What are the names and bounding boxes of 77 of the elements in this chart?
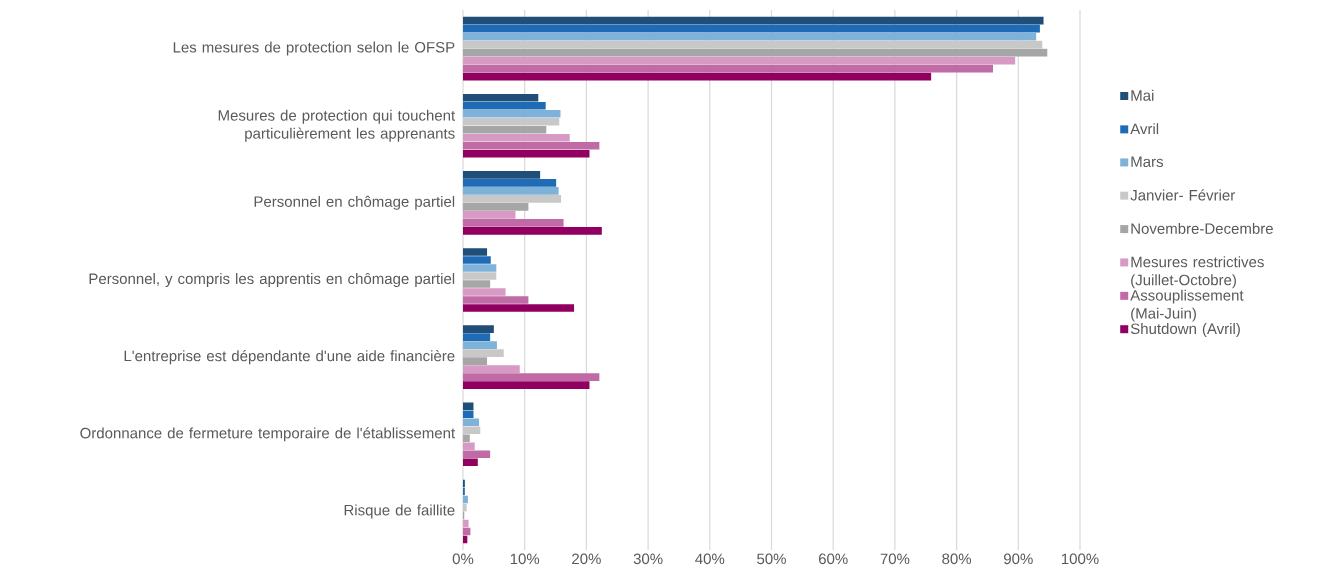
bar xyxy=(463,495,468,504)
bar xyxy=(463,101,546,110)
bar xyxy=(463,72,932,81)
bar xyxy=(463,458,478,467)
x-tick-label: 10% xyxy=(510,553,540,565)
x-tick-label: 40% xyxy=(695,553,725,565)
bar xyxy=(463,195,562,203)
legend-label: Mars xyxy=(1131,156,1163,168)
bar xyxy=(463,109,561,118)
y-tick-label: Les mesures de protection selon le OFSP xyxy=(173,41,455,56)
bar xyxy=(463,381,590,389)
bar xyxy=(463,48,1048,57)
y-tick-label: L'entreprise est dépendante d'une aide financière xyxy=(124,350,455,365)
legend-label: Mesures restrictives (Juillet-Octobre) xyxy=(1131,256,1264,289)
legend-label: Shutdown (Avril) xyxy=(1130,323,1240,337)
bar xyxy=(463,288,506,296)
bar xyxy=(463,179,557,187)
bar xyxy=(463,133,570,142)
bar xyxy=(463,125,547,134)
x-tick-label: 30% xyxy=(633,553,663,565)
bar xyxy=(463,325,494,333)
legend-label: Assouplissement (Mai-Juin) xyxy=(1130,289,1244,322)
y-tick-label: Personnel, y compris les apprentis en chômage partiel xyxy=(89,273,455,288)
x-tick-label: 60% xyxy=(818,553,848,565)
bar xyxy=(463,272,497,280)
legend-label: Janvier- Février xyxy=(1130,189,1235,201)
bar xyxy=(463,16,1044,25)
x-tick-label: 90% xyxy=(1004,553,1033,565)
bar xyxy=(463,256,491,264)
bar xyxy=(463,418,480,427)
bar xyxy=(463,93,539,102)
bar xyxy=(463,211,516,219)
x-tick-label: 0% xyxy=(452,553,474,565)
bar xyxy=(463,304,575,312)
bar xyxy=(463,349,504,357)
bar xyxy=(463,117,560,126)
bar xyxy=(463,227,602,235)
bar xyxy=(463,32,1037,41)
x-tick-label: 20% xyxy=(572,553,601,565)
bar xyxy=(463,141,600,150)
bar xyxy=(463,357,488,365)
bar xyxy=(463,280,491,288)
x-tick-label: 100% xyxy=(1061,553,1099,565)
x-tick-label: 50% xyxy=(757,553,786,565)
bar xyxy=(463,442,475,451)
bar xyxy=(463,450,491,459)
x-tick-label: 70% xyxy=(880,553,910,565)
bar xyxy=(463,187,559,195)
bar xyxy=(463,203,529,211)
bar xyxy=(463,410,474,419)
legend-label: Mai xyxy=(1131,89,1154,101)
bar xyxy=(463,64,994,73)
bar xyxy=(463,40,1043,49)
bar xyxy=(463,373,600,381)
bar xyxy=(463,171,541,179)
y-tick-label: Ordonnance de fermeture temporaire de l'établissement xyxy=(80,427,456,442)
bar xyxy=(463,296,529,304)
bar xyxy=(463,149,590,158)
y-tick-label: Personnel en chômage partiel xyxy=(254,195,455,210)
bar xyxy=(463,219,564,227)
legend-label: Novembre-Decembre xyxy=(1131,222,1273,234)
bar xyxy=(463,341,497,349)
bar xyxy=(463,365,520,373)
x-tick-label: 80% xyxy=(942,553,972,565)
bar xyxy=(463,503,467,512)
y-tick-label: Risque de faillite xyxy=(344,504,455,519)
bar xyxy=(463,434,470,443)
y-tick-label: Mesures de protection qui touchent particulièrement les apprenants xyxy=(218,109,456,142)
bar xyxy=(463,56,1016,65)
bar xyxy=(463,333,491,341)
legend-label: Avril xyxy=(1130,123,1159,135)
bar xyxy=(463,426,481,435)
bar xyxy=(463,24,1040,33)
bar xyxy=(463,264,497,272)
bar xyxy=(463,248,488,256)
bar xyxy=(463,519,469,528)
bar xyxy=(463,402,474,411)
